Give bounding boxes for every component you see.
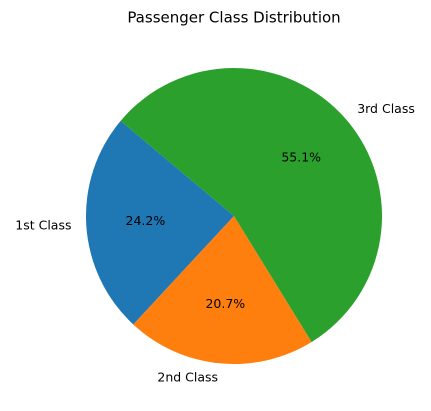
pie-slice [120,68,382,343]
slice-label: 1st Class [15,218,71,233]
percent-label: 55.1% [281,149,321,164]
percent-label: 24.2% [126,213,166,228]
slice-label: 3rd Class [357,101,415,116]
pie-slice [133,216,312,364]
percent-label: 20.7% [205,296,245,311]
pie-slice [85,120,234,325]
chart-title: Passenger Class Distribution [127,9,340,27]
slice-label: 2nd Class [157,370,218,385]
